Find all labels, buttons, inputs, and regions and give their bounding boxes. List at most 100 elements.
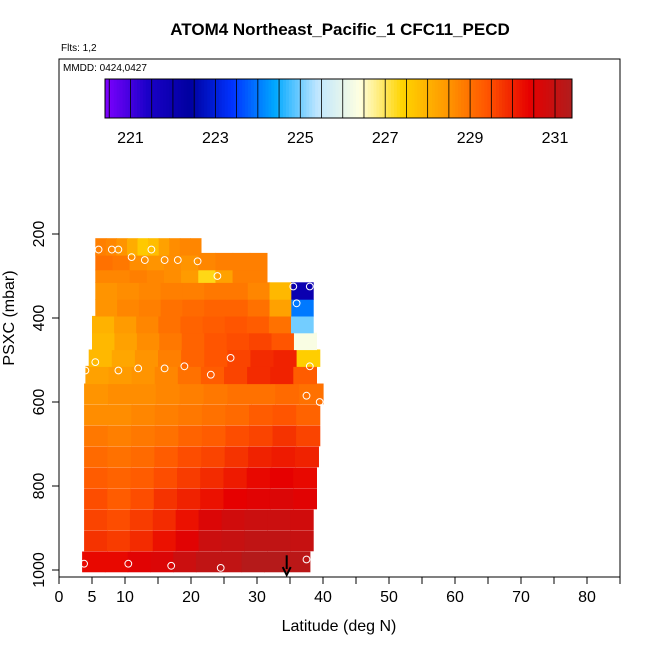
heatmap-cell [244, 509, 268, 531]
colorbar-segment [513, 79, 518, 118]
heatmap-cell [244, 530, 268, 552]
heatmap-cell [224, 446, 249, 468]
colorbar-segment [315, 79, 319, 118]
x-tick-label: 50 [380, 589, 398, 606]
colorbar-segment [134, 79, 138, 118]
heatmap-cell [95, 299, 118, 317]
heatmap-cell [159, 332, 183, 351]
colorbar-segment [110, 79, 115, 118]
heatmap-cell [92, 332, 116, 351]
heatmap-cell [104, 551, 129, 573]
colorbar-segment [569, 79, 573, 118]
heatmap-cell [203, 383, 229, 405]
colorbar-segment [335, 79, 339, 118]
sample-point [160, 256, 169, 264]
heatmap-cell [177, 365, 202, 385]
heatmap-cell [182, 282, 205, 300]
colorbar-segment [446, 79, 450, 118]
heatmap-cell [177, 467, 201, 489]
heatmap-cell [224, 315, 248, 334]
colorbar-segment [399, 79, 404, 118]
colorbar-segment [405, 79, 410, 118]
heatmap-cell [84, 446, 109, 468]
x-tick-label: 40 [314, 589, 332, 606]
sample-point [80, 559, 88, 568]
heatmap-cell [129, 269, 148, 283]
colorbar-segment [385, 79, 389, 118]
heatmap-cell [84, 404, 109, 426]
colorbar-tick-label: 231 [542, 130, 569, 147]
heatmap-cell [126, 238, 139, 256]
heatmap-cell [154, 425, 179, 447]
heatmap-cell [223, 488, 248, 510]
heatmap-cell [130, 446, 155, 468]
y-axis-label: PSXC (mbar) [1, 270, 18, 365]
colorbar-segment [122, 79, 126, 118]
colorbar-segment [177, 79, 182, 118]
arrow-marker [281, 555, 292, 578]
sample-point [289, 282, 298, 291]
heatmap-cell [293, 488, 317, 510]
colorbar-segment [414, 79, 418, 118]
colorbar-segment [475, 79, 480, 118]
colorbar-segment [469, 79, 474, 118]
arrow-head [281, 566, 292, 578]
heatmap-cell [85, 365, 110, 385]
heatmap-cell [178, 404, 203, 426]
colorbar-segment [140, 79, 144, 118]
heatmap-cell [107, 488, 132, 510]
heatmap-cell [84, 383, 109, 405]
heatmap-cell [198, 509, 223, 531]
heatmap-cell [146, 252, 165, 271]
colorbar-segment [534, 79, 538, 118]
heatmap-cell [215, 269, 234, 283]
heatmap-cell [179, 238, 191, 256]
heatmap-cell [291, 282, 314, 300]
heatmap-cell [204, 299, 227, 317]
heatmap-cell [249, 252, 268, 271]
heatmap-cell [200, 365, 225, 385]
colorbar-segment [393, 79, 398, 118]
colorbar-segment [566, 79, 570, 118]
heatmap-cell [138, 299, 162, 317]
colorbar-segment [288, 79, 293, 118]
heatmap-cell [106, 530, 131, 552]
sample-point [213, 272, 222, 280]
heatmap-cell [190, 238, 202, 256]
colorbar-segment [142, 79, 147, 118]
colorbar-segment [563, 79, 567, 118]
colorbar-segment [434, 79, 439, 118]
heatmap-cell [178, 425, 203, 447]
heatmap-cell [275, 383, 300, 405]
colorbar-segment [347, 79, 351, 118]
colorbar-segment [516, 79, 520, 118]
colorbar [104, 78, 573, 119]
sample-point [81, 366, 90, 375]
colorbar-segment [291, 79, 296, 118]
heatmap-cell [267, 509, 291, 531]
colorbar-segment [166, 79, 170, 118]
sample-point [114, 366, 123, 375]
colorbar-segment [420, 79, 424, 118]
heatmap-cell [107, 383, 133, 405]
colorbar-segment [116, 79, 121, 118]
colorbar-segment [554, 79, 558, 118]
colorbar-segment [248, 79, 252, 118]
heatmap-cell [248, 446, 273, 468]
heatmap-cell [201, 446, 226, 468]
colorbar-segment [207, 79, 211, 118]
heatmap-cell [155, 383, 181, 405]
heatmap-cell [200, 488, 225, 510]
heatmap-cell [106, 509, 131, 531]
heatmap-cell [179, 383, 205, 405]
heatmap-cell [247, 282, 271, 300]
colorbar-segment [236, 79, 240, 118]
heatmap-cell [84, 425, 109, 447]
colorbar-segment [303, 79, 307, 118]
colorbar-segment [557, 79, 561, 118]
colorbar-segment [300, 79, 304, 118]
colorbar-segment [411, 79, 415, 118]
heatmap-cell [173, 551, 197, 573]
colorbar-segment [189, 79, 194, 118]
heatmap-cell [153, 488, 178, 510]
